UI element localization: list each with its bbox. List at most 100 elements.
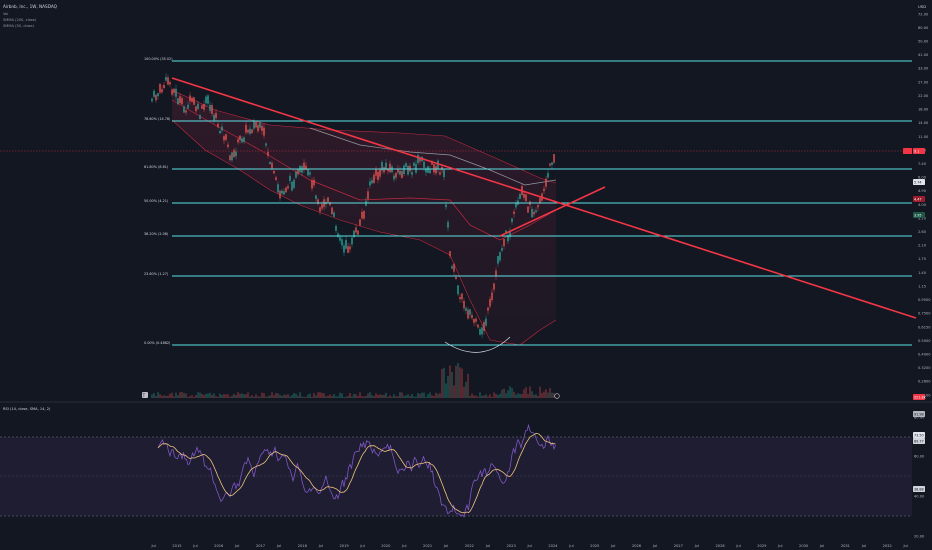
volume-bar [523, 389, 525, 398]
candle [161, 85, 163, 95]
fib-retracement[interactable]: 100.00% (35.02) 78.60% (14.78) 61.80% (8.6… [144, 57, 912, 346]
price-badge: 221.8k [913, 394, 926, 400]
volume-bar [273, 395, 275, 398]
alert-price-tag[interactable] [903, 148, 912, 154]
fib-level[interactable]: 100.00% (35.02) [144, 57, 912, 62]
candle [537, 204, 539, 211]
price-pane[interactable]: 100.00% (35.02) 78.60% (14.78) 61.80% (8.6… [0, 57, 917, 398]
time-axis-label: Jul [359, 544, 364, 548]
candle [519, 192, 521, 200]
candle [355, 223, 357, 235]
volume-bar [295, 393, 297, 398]
volume-bar [355, 394, 357, 398]
candle [239, 135, 241, 144]
volume-bar [429, 392, 431, 398]
time-axis-label: Jul [819, 544, 824, 548]
volume-info-icon[interactable] [554, 393, 560, 399]
legend-smma-50[interactable]: SMMA (50, close) [3, 24, 35, 28]
volume-bar [279, 394, 281, 398]
volume-bar [151, 394, 153, 398]
time-axis-label: Jul [276, 544, 281, 548]
candle [175, 84, 177, 101]
volume-bar [177, 395, 179, 398]
volume-bar [463, 386, 465, 398]
candle [533, 208, 535, 218]
candle [465, 306, 467, 315]
volume-bar [487, 396, 489, 398]
time-axis-label: 2025 [590, 544, 599, 548]
price-axis-tick: 72.00 [918, 12, 929, 16]
candle [363, 210, 365, 221]
candle [303, 159, 305, 173]
candle [345, 235, 347, 250]
candle [275, 175, 277, 182]
candle [485, 315, 487, 328]
fib-level[interactable]: 23.60% (1.27) [144, 272, 912, 277]
candle [215, 108, 217, 121]
fib-level[interactable]: 0.00% (0.4882) [144, 341, 912, 346]
candle [551, 162, 553, 169]
volume-bar [469, 395, 471, 398]
candle [319, 206, 321, 215]
volume-bar [533, 394, 535, 398]
candlestick-series[interactable] [151, 73, 555, 339]
candle [371, 177, 373, 184]
rsi-axis[interactable]: 80.00 60.00 40.00 20.00 [914, 415, 925, 538]
fib-level[interactable]: 38.20% (2.08) [144, 232, 912, 237]
volume-bar [419, 393, 421, 398]
candle [279, 189, 281, 201]
price-axis-tick: 0.2600 [918, 380, 931, 384]
candle [223, 134, 225, 145]
volume-bar [201, 393, 203, 398]
candle [209, 101, 211, 114]
candle [211, 102, 213, 117]
candle [183, 104, 185, 114]
tradingview-logo-icon[interactable]: T [142, 392, 148, 398]
volume-bar [427, 394, 429, 398]
fib-level[interactable]: 50.00% (4.21) [144, 199, 912, 204]
rsi-axis-tick: 60.00 [914, 454, 925, 458]
volume-bar [341, 393, 343, 398]
volume-bar [207, 393, 209, 398]
candle [287, 184, 289, 191]
volume-bar [379, 394, 381, 398]
candle [197, 100, 199, 111]
time-axis[interactable]: Jul 2015 Jul 2016 Jul 2017 Jul 2018 Jul 2019 Jul 20… [151, 544, 908, 548]
volume-bar [501, 389, 503, 398]
rsi-pane[interactable]: RSI (14, close, SMA, 14, 2) [0, 407, 912, 518]
price-axis-tick: 1.40 [918, 271, 927, 275]
volume-bar [307, 394, 309, 398]
volume-bar [423, 392, 425, 398]
descending-trendline[interactable] [171, 77, 917, 319]
currency-label: USD [918, 4, 926, 9]
price-axis-tick: 4.00 [918, 203, 927, 207]
fib-level[interactable]: 61.80% (8.61) [144, 165, 912, 170]
candle [269, 161, 271, 165]
volume-bar [245, 394, 247, 398]
volume-bar [381, 394, 383, 398]
candle [249, 125, 251, 136]
legend-smma-200[interactable]: SMMA (200, close) [3, 18, 37, 22]
time-axis-label: 2021 [423, 544, 432, 548]
volume-bar [231, 395, 233, 398]
time-axis-label: Jul [568, 544, 573, 548]
candle [195, 105, 197, 114]
price-axis-badges: 9.1 5.74 4.47 3.95 221.8k [903, 148, 926, 400]
fib-level[interactable]: 78.60% (14.78) [144, 117, 912, 122]
candle [495, 267, 497, 280]
candle [191, 96, 193, 103]
rsi-title[interactable]: RSI (14, close, SMA, 14, 2) [3, 407, 51, 411]
volume-bar [213, 393, 215, 398]
symbol-title[interactable]: Airbnb, Inc., 1W, NASDAQ [3, 4, 58, 9]
volume-bar [497, 394, 499, 398]
candle [385, 159, 387, 171]
legend-volume[interactable]: Vol [3, 12, 8, 16]
volume-bar [503, 388, 505, 398]
volume-bar [511, 387, 513, 398]
ascending-trendline[interactable] [499, 186, 606, 237]
price-axis[interactable]: 72.00 60.00 50.00 41.00 33.00 27.00 22.00 18.00… [918, 12, 931, 397]
volume-bar [297, 395, 299, 398]
candle [199, 113, 201, 120]
